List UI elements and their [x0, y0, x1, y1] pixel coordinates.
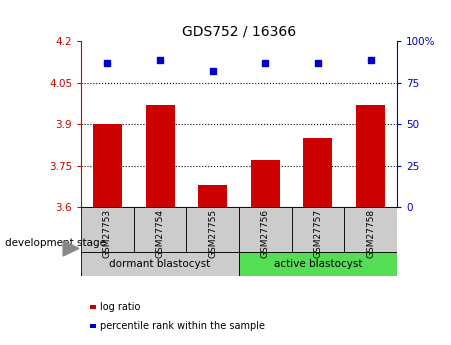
Bar	[356, 105, 385, 207]
Text: GSM27753: GSM27753	[103, 209, 112, 258]
Text: GSM27754: GSM27754	[156, 209, 165, 258]
Bar	[93, 124, 122, 207]
Bar	[134, 207, 186, 252]
Text: GSM27757: GSM27757	[313, 209, 322, 258]
Text: GSM27756: GSM27756	[261, 209, 270, 258]
Bar	[198, 185, 227, 207]
Bar	[239, 207, 292, 252]
Polygon shape	[63, 241, 79, 256]
Bar	[304, 138, 332, 207]
Bar	[186, 207, 239, 252]
Text: GSM27758: GSM27758	[366, 209, 375, 258]
Text: active blastocyst: active blastocyst	[274, 259, 362, 269]
Title: GDS752 / 16366: GDS752 / 16366	[182, 25, 296, 39]
Bar	[292, 207, 344, 252]
Bar	[90, 324, 96, 328]
Bar	[344, 207, 397, 252]
Bar	[81, 207, 134, 252]
Text: dormant blastocyst: dormant blastocyst	[110, 259, 211, 269]
Text: percentile rank within the sample: percentile rank within the sample	[100, 321, 265, 331]
Text: GSM27755: GSM27755	[208, 209, 217, 258]
Text: log ratio: log ratio	[100, 302, 141, 312]
Bar	[146, 105, 175, 207]
Text: development stage: development stage	[5, 238, 106, 248]
Bar	[90, 305, 96, 309]
Bar	[81, 252, 239, 276]
Bar	[239, 252, 397, 276]
Bar	[251, 160, 280, 207]
